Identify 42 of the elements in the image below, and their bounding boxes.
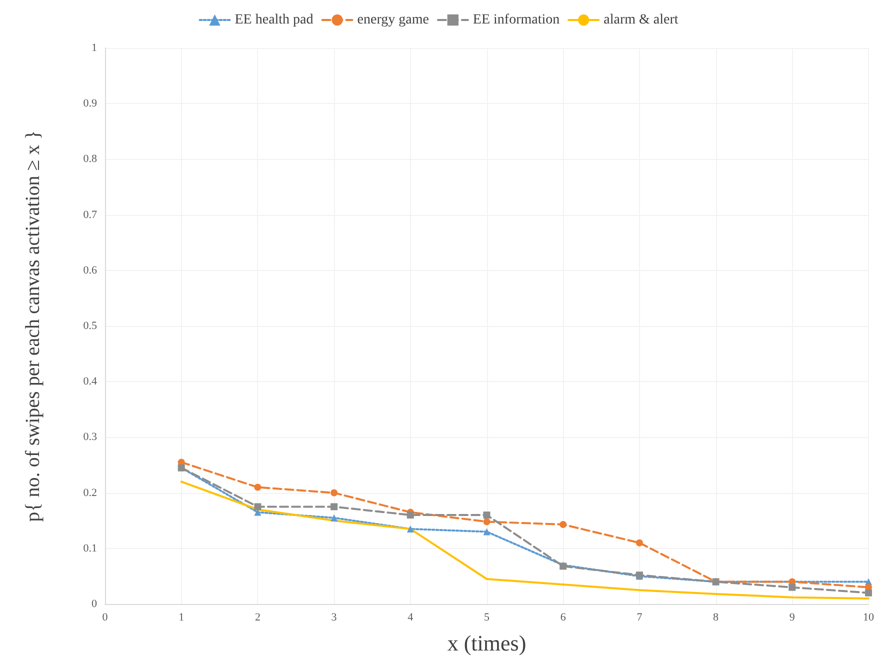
x-tick-label: 1 <box>178 612 184 624</box>
x-tick-label: 0 <box>102 612 108 624</box>
legend-label: EE information <box>472 12 560 28</box>
y-tick-label: 1 <box>92 42 97 54</box>
x-tick-label: 4 <box>408 612 414 624</box>
y-tick-label: 0.2 <box>83 486 97 499</box>
point <box>560 520 567 528</box>
y-tick-label: 0.7 <box>83 208 98 221</box>
point <box>254 503 262 510</box>
point <box>865 589 872 596</box>
point <box>330 503 338 510</box>
y-tick-label: 0.8 <box>83 153 98 166</box>
y-tick-label: 0.1 <box>83 542 97 554</box>
y-tick-label: 0.6 <box>83 264 98 276</box>
point <box>483 518 490 526</box>
legend-label: alarm & alert <box>604 12 678 28</box>
point <box>254 484 262 491</box>
x-tick-label: 10 <box>863 612 874 624</box>
x-tick-label: 9 <box>789 612 796 624</box>
x-tick-label: 6 <box>560 612 566 624</box>
point <box>483 528 490 536</box>
y-tick-label: 0.3 <box>83 431 98 444</box>
point <box>788 584 796 591</box>
point <box>636 539 643 546</box>
x-tick-label: 2 <box>254 612 260 624</box>
point <box>330 489 338 496</box>
point <box>406 525 414 532</box>
point <box>483 512 490 519</box>
y-tick-label: 0 <box>92 598 98 610</box>
x-tick-label: 7 <box>636 612 643 624</box>
x-tick-label: 5 <box>484 612 490 624</box>
point <box>406 512 414 519</box>
y-axis-title: p{ no. of swipes per each canvas activation ≥ x } <box>22 130 44 522</box>
legend-label: EE health pad <box>234 12 314 28</box>
y-tick-label: 0.9 <box>83 98 98 110</box>
x-tick-label: 8 <box>713 612 720 624</box>
x-axis-title: x (times) <box>447 630 526 656</box>
legend-label: energy game <box>357 12 429 28</box>
y-tick-label: 0.4 <box>83 376 98 388</box>
x-tick-label: 3 <box>331 612 338 624</box>
y-tick-label: 0.5 <box>83 320 98 332</box>
point <box>330 514 338 522</box>
